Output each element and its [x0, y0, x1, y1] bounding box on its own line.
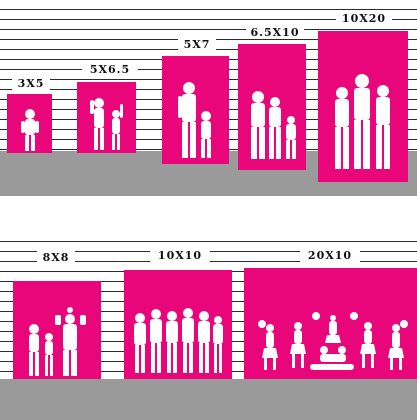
backdrop-5x6.5	[77, 82, 136, 153]
label-10x10: 10X10	[150, 249, 210, 262]
label-5x7: 5X7	[178, 38, 216, 51]
backdrop-6.5x10	[238, 44, 306, 170]
label-3x5: 3X5	[12, 77, 50, 90]
backdrop-size-chart-bottom: 8X8 10X10	[0, 232, 417, 420]
backdrop-size-chart-top: 3X5 5X6.5 5X7	[0, 0, 417, 196]
family-silhouette-icon	[29, 307, 86, 376]
backdrop-10x10	[124, 270, 232, 379]
backdrop-8x8	[13, 281, 101, 379]
child-silhouette-icon	[21, 109, 39, 151]
backdrop-10x20	[318, 31, 408, 182]
backdrop-5x7	[162, 56, 229, 164]
cheerleaders-silhouette-icon	[258, 312, 408, 370]
floor	[0, 379, 417, 420]
backdrop-3x5	[7, 94, 52, 153]
label-8x8: 8X8	[37, 251, 75, 264]
label-10x20: 10X20	[336, 12, 392, 25]
label-6.5x10: 6.5X10	[246, 26, 304, 39]
team-silhouette-icon	[134, 308, 223, 373]
children-silhouette-icon	[90, 98, 123, 150]
family-silhouette-icon	[251, 91, 296, 159]
family-silhouette-icon	[335, 74, 390, 169]
parent-child-silhouette-icon	[178, 82, 211, 158]
backdrop-20x10	[244, 268, 417, 379]
label-20x10: 20X10	[300, 249, 360, 262]
label-5x6.5: 5X6.5	[82, 63, 138, 76]
